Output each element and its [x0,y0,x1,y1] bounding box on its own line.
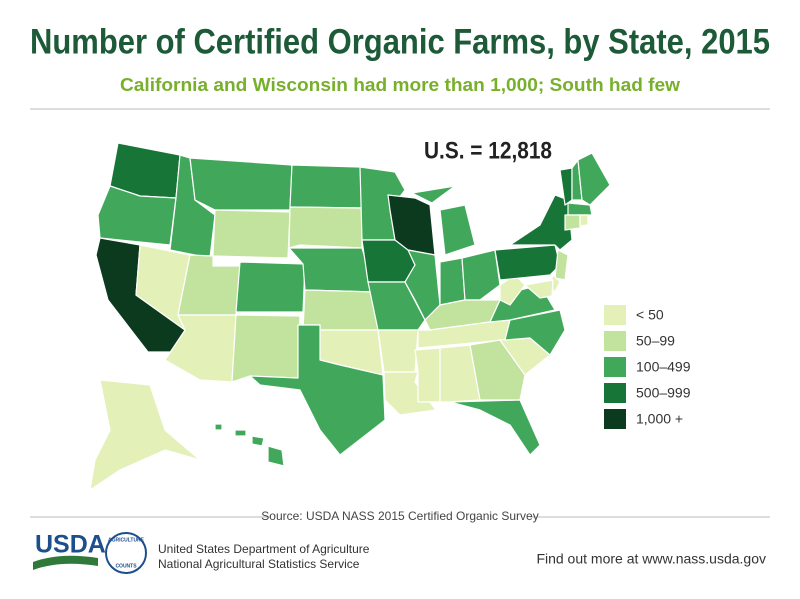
seal [105,532,147,574]
state [414,347,441,403]
agency: National Agricultural Statistics Service [158,557,360,571]
seal-text: COUNTS [115,563,137,569]
usda-logo: USDA [35,531,106,559]
state [439,204,476,256]
state [524,279,554,299]
state [567,202,593,216]
title: Number of Certified Organic Farms, by St… [30,22,770,61]
state [214,423,223,431]
state [302,289,379,331]
legend-swatch [604,409,626,429]
state [577,152,611,206]
legend-label: 500–999 [636,385,691,401]
state [251,435,265,447]
state [89,379,201,491]
subtitle: California and Wisconsin had more than 1… [120,75,681,95]
state [469,339,526,401]
state [579,214,589,227]
state [235,261,306,313]
state [509,194,573,251]
legend-label: < 50 [636,307,664,323]
state [212,209,291,259]
state [404,249,441,321]
state [189,157,293,211]
state [449,399,541,456]
state [234,429,247,437]
state [564,214,581,231]
state [231,314,301,383]
agency: United States Department of Agriculture [158,542,370,556]
seal-text: AGRICULTURE [108,537,145,543]
state [377,329,419,373]
state [411,185,456,204]
legend-label: 50–99 [636,333,675,349]
us-map [89,142,611,491]
logo-swoosh [33,555,98,570]
source-bg [270,508,530,526]
legend-swatch [604,331,626,351]
state [439,257,466,306]
legend-label: 100–499 [636,359,691,375]
us-total: U.S. = 12,818 [424,137,552,164]
legend: < 50 50–99 100–499 500–999 1,000 + [604,305,691,429]
state [267,445,285,467]
legend-swatch [604,383,626,403]
legend-label: 1,000 + [636,411,683,427]
state [494,244,561,281]
state [288,206,363,249]
link[interactable]: Find out more at www.nass.usda.gov [536,551,766,567]
legend-swatch [604,357,626,377]
source: Source: USDA NASS 2015 Certified Organic… [261,509,538,523]
state [461,249,501,301]
state [367,281,426,331]
state [249,324,386,456]
state [289,164,363,209]
state [554,249,569,281]
legend-swatch [604,305,626,325]
